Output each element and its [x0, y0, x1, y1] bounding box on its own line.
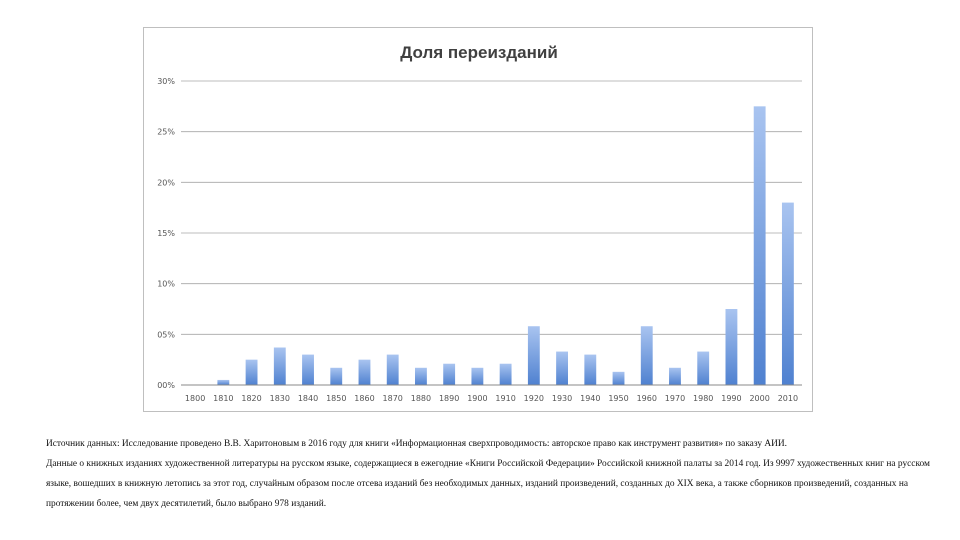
- x-tick-label: 1860: [354, 394, 374, 403]
- bar-1850: [330, 367, 343, 385]
- bars: [217, 106, 794, 385]
- bar-1890: [443, 363, 456, 385]
- y-tick-label: 25%: [157, 128, 175, 137]
- x-tick-label: 1880: [411, 394, 431, 403]
- bar-1940: [584, 354, 597, 385]
- bar-1860: [358, 359, 371, 385]
- x-tick-label: 1830: [270, 394, 290, 403]
- x-tick-label: 1920: [524, 394, 544, 403]
- bar-1980: [697, 351, 710, 385]
- caption-data-description: Данные о книжных изданиях художественной…: [46, 459, 930, 509]
- x-tick-label: 1810: [213, 394, 233, 403]
- bar-1990: [725, 309, 738, 385]
- chart-container: Доля переизданий 00% 05% 10% 15% 20% 25% 30% 1…: [143, 27, 813, 412]
- x-tick-label: 2000: [749, 394, 769, 403]
- x-tick-label: 1930: [552, 394, 572, 403]
- bar-1820: [245, 359, 258, 385]
- bar-1900: [471, 367, 484, 385]
- x-tick-label: 1900: [467, 394, 487, 403]
- bar-1910: [499, 363, 512, 385]
- y-tick-label: 20%: [157, 178, 175, 187]
- x-tick-label: 1970: [665, 394, 685, 403]
- bar-1930: [556, 351, 568, 385]
- x-tick-label: 1820: [241, 394, 261, 403]
- x-tick-label: 1800: [185, 394, 205, 403]
- bar-1950: [612, 371, 625, 385]
- source-caption: Источник данных: Исследование проведено …: [46, 434, 941, 514]
- bar-1830: [273, 347, 286, 385]
- bar-2000: [753, 106, 766, 385]
- x-tick-label: 1870: [383, 394, 403, 403]
- caption-source-line: Источник данных: Исследование проведено …: [46, 439, 788, 449]
- bar-1870: [386, 354, 399, 385]
- x-tick-label: 1850: [326, 394, 346, 403]
- y-tick-label: 00%: [157, 381, 175, 390]
- x-tick-label: 2010: [778, 394, 798, 403]
- y-axis-tick-labels: 00% 05% 10% 15% 20% 25% 30%: [157, 77, 175, 390]
- x-tick-label: 1910: [495, 394, 515, 403]
- chart-title: Доля переизданий: [400, 43, 558, 62]
- y-tick-label: 30%: [157, 77, 175, 86]
- y-tick-label: 10%: [157, 280, 175, 289]
- x-tick-label: 1840: [298, 394, 318, 403]
- bar-2010: [781, 202, 794, 385]
- x-tick-label: 1940: [580, 394, 600, 403]
- x-tick-label: 1950: [608, 394, 628, 403]
- bar-1960: [640, 326, 653, 385]
- y-tick-label: 15%: [157, 229, 175, 238]
- x-axis-tick-labels: 1800 1810 1820 1830 1840 1850 1860 1870 1880 1890…: [185, 394, 798, 403]
- bar-1970: [669, 367, 681, 385]
- y-tick-label: 05%: [157, 330, 175, 339]
- bar-chart: Доля переизданий 00% 05% 10% 15% 20% 25% 30% 1…: [157, 43, 802, 403]
- x-tick-label: 1980: [693, 394, 713, 403]
- x-tick-label: 1960: [637, 394, 657, 403]
- bar-1810: [217, 379, 230, 385]
- bar-1920: [527, 326, 540, 385]
- bar-1840: [302, 354, 314, 385]
- x-tick-label: 1890: [439, 394, 459, 403]
- x-tick-label: 1990: [721, 394, 741, 403]
- bar-1880: [415, 367, 427, 385]
- gridlines: [181, 80, 802, 335]
